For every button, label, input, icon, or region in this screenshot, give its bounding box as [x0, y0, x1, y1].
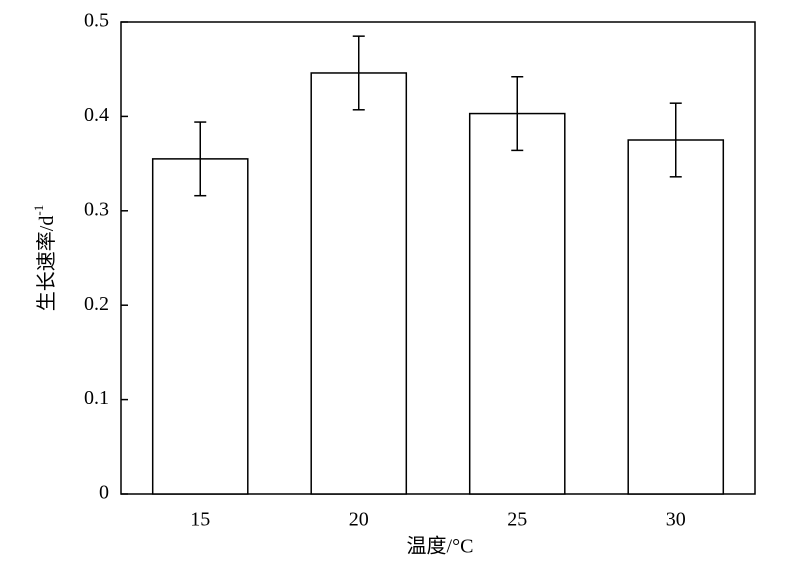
x-tick-label: 30 — [666, 509, 686, 531]
y-axis-label-text: 生长速率/d — [35, 216, 58, 312]
y-axis-label-sup: -1 — [31, 205, 46, 216]
y-tick-label: 0 — [99, 482, 109, 504]
y-tick-label: 0.4 — [84, 104, 109, 126]
bar — [468, 112, 566, 495]
x-tick-label: 15 — [190, 509, 210, 531]
y-axis-label: 生长速率/d-1 — [31, 205, 58, 311]
bar — [151, 158, 249, 495]
y-tick-label: 0.3 — [84, 198, 109, 220]
y-tick-label: 0.1 — [84, 387, 109, 409]
x-tick-label: 25 — [507, 509, 527, 531]
bar — [627, 139, 725, 495]
y-tick-label: 0.5 — [84, 10, 109, 32]
plot-frame — [120, 21, 756, 495]
x-tick-label: 20 — [349, 509, 369, 531]
bar — [310, 72, 408, 495]
x-axis-label: 温度/°C — [407, 535, 474, 558]
y-tick-label: 0.2 — [84, 293, 109, 315]
